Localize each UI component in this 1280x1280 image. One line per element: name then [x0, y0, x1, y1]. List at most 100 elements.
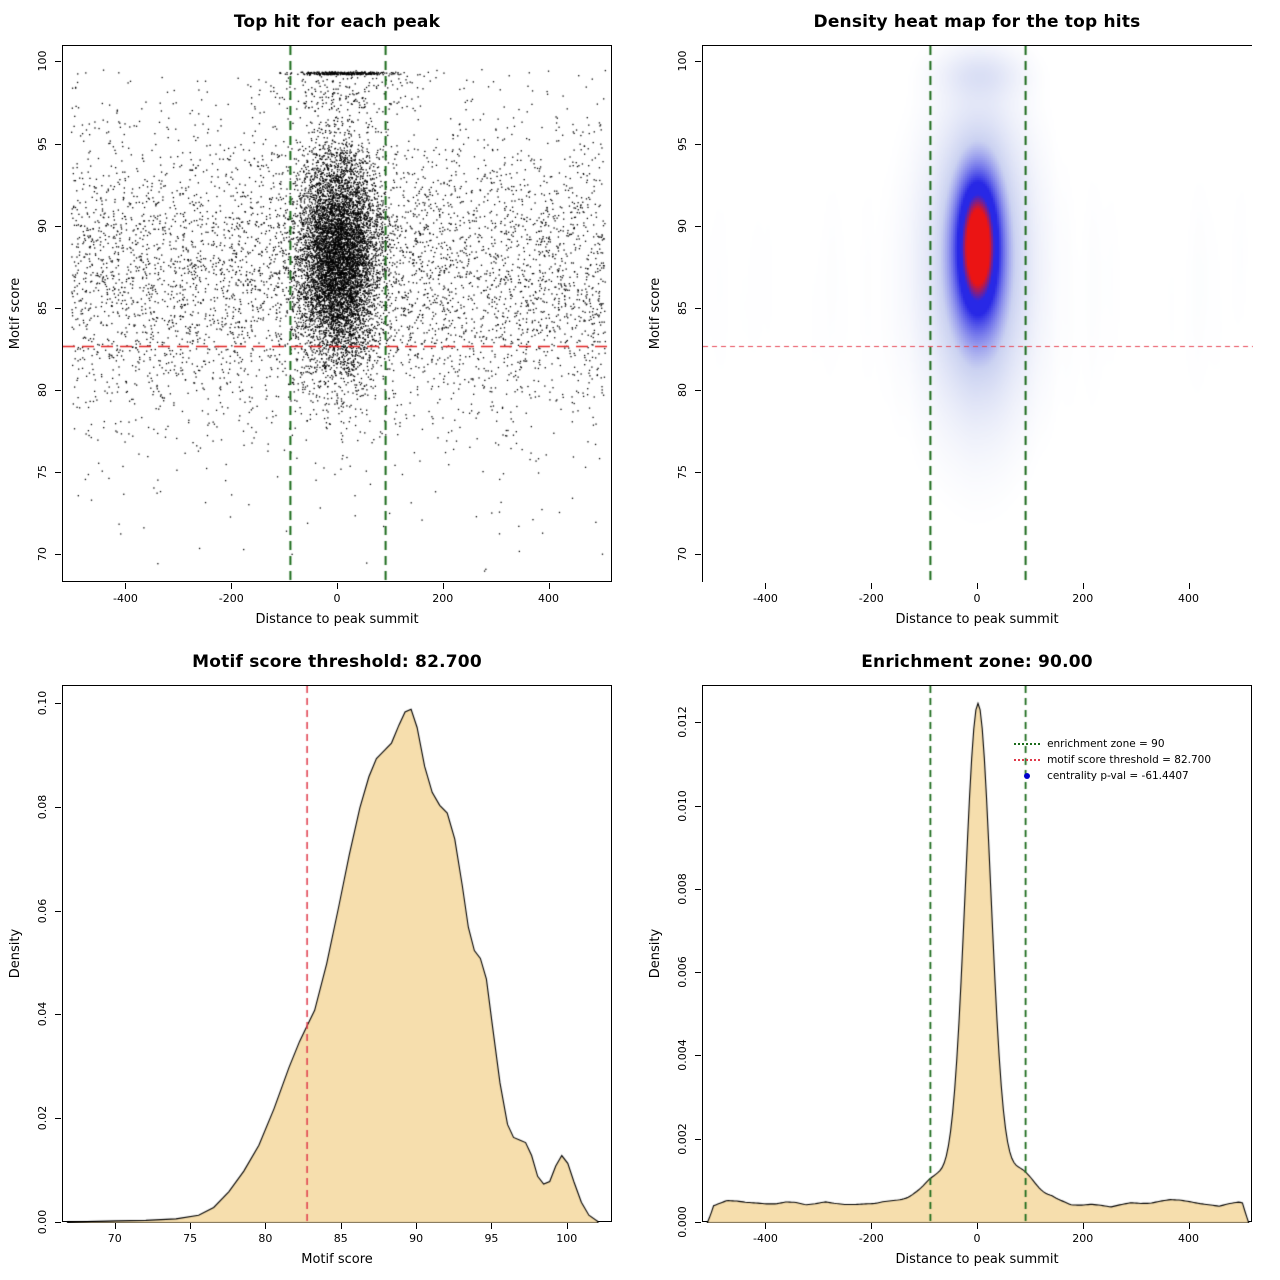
y-tick-label: 75 — [35, 464, 49, 479]
y-axis-label: Motif score — [648, 277, 663, 350]
y-tick-mark — [55, 806, 61, 808]
density-plot-canvas — [63, 686, 613, 1223]
x-tick-label: 200 — [1072, 592, 1094, 605]
x-tick-label: 85 — [333, 1232, 348, 1245]
y-tick-mark — [55, 225, 61, 227]
y-tick-label: 90 — [675, 218, 689, 233]
y-tick-mark — [695, 888, 701, 890]
x-tick-mark — [337, 583, 338, 589]
y-tick-mark — [695, 805, 701, 807]
panel-motif-score-density: Motif score threshold: 82.700 Density Mo… — [0, 640, 640, 1280]
x-tick-label: 0 — [973, 592, 981, 605]
y-tick-mark — [695, 1222, 701, 1223]
x-tick-mark — [977, 1223, 978, 1229]
distance-density-canvas — [703, 686, 1253, 1223]
x-tick-mark — [871, 1223, 873, 1229]
x-tick-mark — [491, 1223, 493, 1229]
x-tick-mark — [765, 583, 767, 589]
y-tick-mark — [695, 972, 701, 974]
y-tick-label: 0.06 — [35, 898, 49, 923]
plot-title: Motif score threshold: 82.700 — [192, 652, 482, 672]
y-tick-label: 0.08 — [35, 794, 49, 820]
x-tick-mark — [231, 583, 233, 589]
x-tick-mark — [265, 1223, 267, 1229]
y-axis-label: Density — [648, 928, 663, 979]
x-tick-mark — [977, 583, 978, 589]
y-tick-label: 85 — [675, 300, 689, 315]
blue-point-icon — [1024, 773, 1031, 779]
y-tick-mark — [55, 1118, 61, 1120]
x-tick-mark — [871, 583, 873, 589]
y-tick-label: 100 — [675, 50, 689, 72]
red-dotted-line-icon — [1014, 759, 1041, 761]
y-tick-mark — [695, 143, 701, 145]
y-tick-mark — [55, 1222, 61, 1223]
panel-top-hit-scatter: Top hit for each peak Motif score Distan… — [0, 0, 640, 640]
x-tick-label: -400 — [112, 592, 138, 605]
green-dotted-line-icon — [1014, 743, 1041, 745]
x-tick-label: -400 — [752, 592, 778, 605]
legend-label: motif score threshold = 82.700 — [1047, 754, 1211, 766]
legend: enrichment zone = 90 motif score thresho… — [1014, 736, 1211, 784]
y-tick-label: 0.008 — [675, 873, 689, 905]
y-axis-label: Motif score — [8, 277, 23, 350]
x-tick-label: 100 — [556, 1232, 578, 1245]
y-tick-mark — [55, 1014, 61, 1016]
x-tick-mark — [548, 583, 550, 589]
y-tick-label: 80 — [675, 382, 689, 397]
plot-area: enrichment zone = 90 motif score thresho… — [702, 685, 1253, 1223]
x-tick-mark — [765, 1223, 767, 1229]
x-tick-label: 400 — [538, 592, 560, 605]
y-tick-mark — [55, 554, 61, 556]
legend-item-centrality-pval: centrality p-val = -61.4407 — [1014, 768, 1211, 784]
plot-title: Top hit for each peak — [233, 12, 441, 32]
x-tick-mark — [190, 1223, 192, 1229]
y-tick-label: 0.004 — [675, 1039, 689, 1072]
x-tick-label: -200 — [858, 1232, 884, 1245]
y-tick-mark — [695, 722, 701, 724]
y-tick-label: 0.10 — [35, 690, 49, 716]
y-tick-mark — [55, 471, 61, 473]
y-tick-mark — [55, 307, 61, 309]
x-tick-label: 0 — [973, 1232, 981, 1245]
x-tick-label: -200 — [858, 592, 884, 605]
x-tick-mark — [566, 1223, 568, 1229]
legend-label: enrichment zone = 90 — [1047, 738, 1165, 750]
x-tick-label: 75 — [183, 1232, 198, 1245]
y-tick-label: 100 — [35, 50, 49, 72]
x-tick-mark — [416, 1223, 418, 1229]
x-tick-label: 95 — [484, 1232, 499, 1245]
x-tick-mark — [1082, 1223, 1084, 1229]
y-axis-label: Density — [8, 928, 23, 979]
y-tick-label: 70 — [35, 547, 49, 562]
x-tick-label: 200 — [1072, 1232, 1094, 1245]
y-tick-label: 0.00 — [35, 1209, 49, 1235]
y-tick-mark — [55, 61, 61, 63]
y-tick-mark — [695, 389, 701, 391]
x-tick-mark — [1188, 1223, 1190, 1229]
y-tick-mark — [695, 1055, 701, 1057]
y-tick-label: 75 — [675, 464, 689, 479]
plot-title: Enrichment zone: 90.00 — [861, 652, 1093, 672]
y-tick-mark — [695, 554, 701, 556]
y-tick-mark — [55, 389, 61, 391]
y-tick-mark — [695, 1138, 701, 1140]
x-tick-mark — [442, 583, 444, 589]
y-tick-mark — [55, 910, 61, 912]
x-tick-label: 400 — [1178, 592, 1200, 605]
x-tick-label: -200 — [218, 592, 244, 605]
y-tick-label: 0.04 — [35, 1002, 49, 1027]
y-tick-label: 0.000 — [675, 1206, 689, 1238]
y-tick-mark — [695, 61, 701, 63]
panel-density-heatmap: Density heat map for the top hits Motif … — [640, 0, 1280, 640]
y-tick-label: 90 — [35, 218, 49, 233]
y-tick-mark — [695, 225, 701, 227]
plot-title: Density heat map for the top hits — [813, 12, 1141, 32]
y-tick-label: 95 — [675, 136, 689, 151]
y-tick-label: 80 — [35, 382, 49, 397]
x-tick-label: 90 — [409, 1232, 424, 1245]
x-axis-label: Distance to peak summit — [895, 1252, 1059, 1267]
y-tick-mark — [55, 703, 61, 705]
x-axis-label: Motif score — [301, 1252, 373, 1267]
y-tick-label: 95 — [35, 136, 49, 151]
